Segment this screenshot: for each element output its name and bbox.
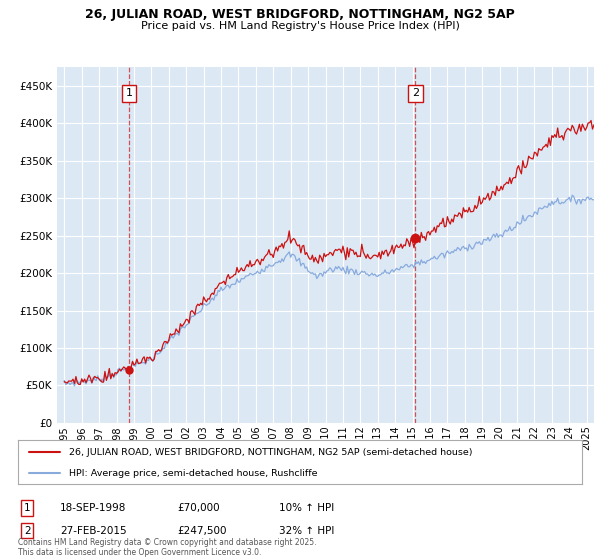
Text: Price paid vs. HM Land Registry's House Price Index (HPI): Price paid vs. HM Land Registry's House … — [140, 21, 460, 31]
Text: £247,500: £247,500 — [177, 526, 227, 536]
Text: £70,000: £70,000 — [177, 503, 220, 513]
Text: HPI: Average price, semi-detached house, Rushcliffe: HPI: Average price, semi-detached house,… — [69, 469, 317, 478]
Text: 1: 1 — [24, 503, 31, 513]
Text: 32% ↑ HPI: 32% ↑ HPI — [279, 526, 334, 536]
Text: 10% ↑ HPI: 10% ↑ HPI — [279, 503, 334, 513]
Text: 1: 1 — [125, 88, 133, 99]
Text: 2: 2 — [24, 526, 31, 536]
Text: 26, JULIAN ROAD, WEST BRIDGFORD, NOTTINGHAM, NG2 5AP: 26, JULIAN ROAD, WEST BRIDGFORD, NOTTING… — [85, 8, 515, 21]
Text: 27-FEB-2015: 27-FEB-2015 — [60, 526, 127, 536]
Text: 26, JULIAN ROAD, WEST BRIDGFORD, NOTTINGHAM, NG2 5AP (semi-detached house): 26, JULIAN ROAD, WEST BRIDGFORD, NOTTING… — [69, 447, 472, 456]
Text: 2: 2 — [412, 88, 419, 99]
Text: Contains HM Land Registry data © Crown copyright and database right 2025.
This d: Contains HM Land Registry data © Crown c… — [18, 538, 317, 557]
Text: 18-SEP-1998: 18-SEP-1998 — [60, 503, 127, 513]
